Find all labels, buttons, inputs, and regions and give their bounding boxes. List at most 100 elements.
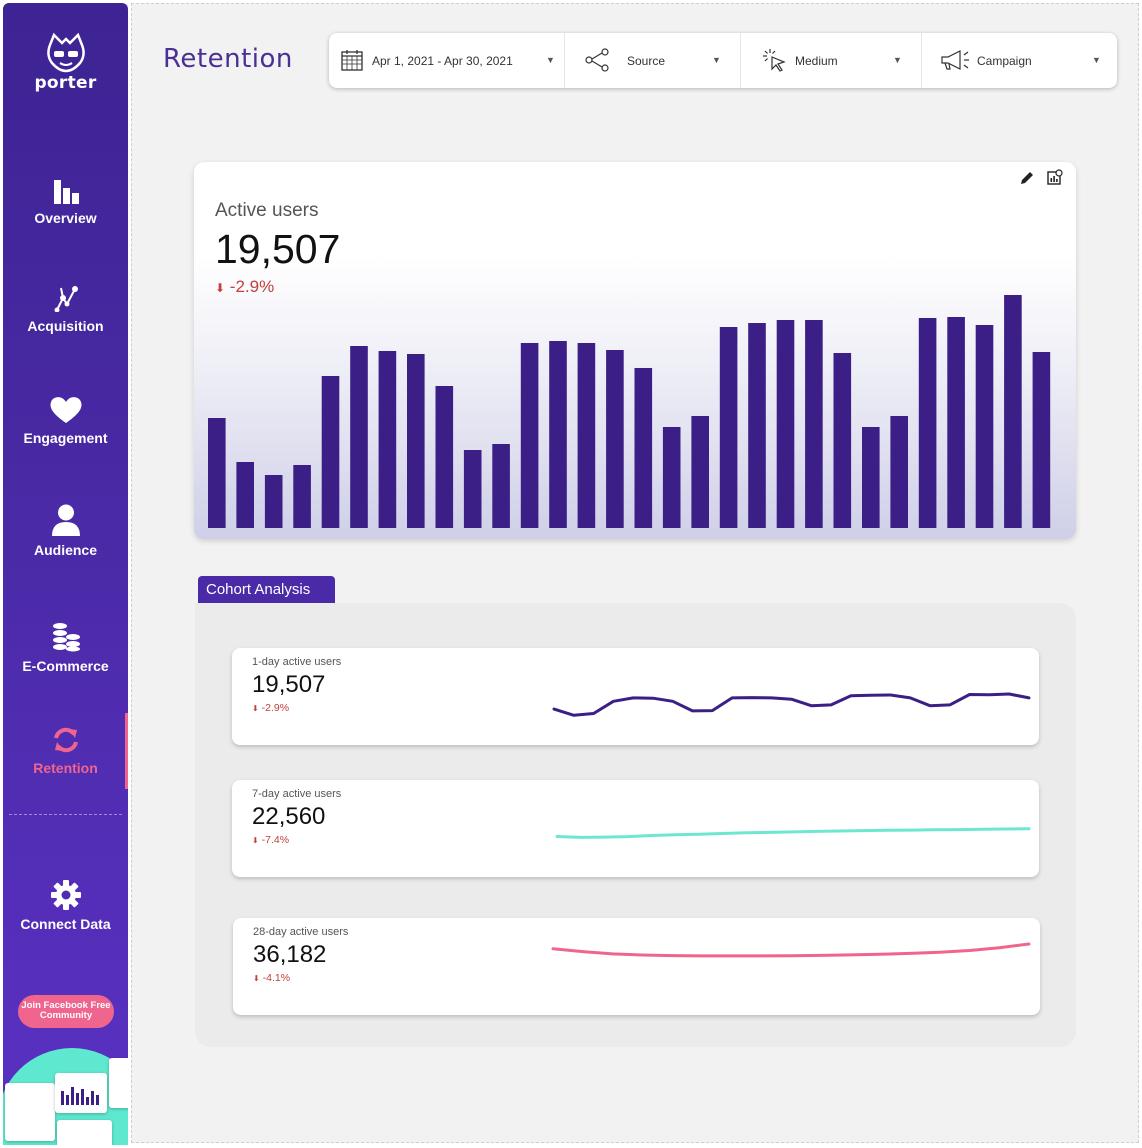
- bar-day-12: [520, 343, 539, 528]
- sparkline-28-day: [551, 942, 1031, 958]
- sidebar-item-label: Engagement: [23, 430, 108, 446]
- bar-day-19: [719, 327, 738, 528]
- chevron-down-icon: ▼: [1092, 55, 1101, 65]
- bar-day-13: [549, 341, 567, 528]
- sidebar-item-acquisition[interactable]: Acquisition: [3, 284, 128, 334]
- source-filter[interactable]: Source ▼: [565, 33, 740, 88]
- medium-filter[interactable]: Medium ▼: [741, 33, 921, 88]
- sidebar-item-label: E-Commerce: [22, 658, 109, 674]
- bar-day-30: [1032, 352, 1051, 528]
- sidebar-divider: [9, 814, 122, 815]
- active-users-card: Active users 19,507 ⬇ -2.9%: [194, 162, 1076, 539]
- bar-day-24: [862, 427, 880, 528]
- bar-day-4: [293, 465, 311, 528]
- sidebar-item-overview[interactable]: Overview: [3, 176, 128, 226]
- porter-logo[interactable]: porter: [3, 31, 128, 93]
- bar-day-18: [691, 416, 709, 528]
- bar-day-29: [1004, 295, 1022, 528]
- user-icon: [51, 504, 80, 536]
- bar-day-26: [918, 318, 937, 528]
- bar-day-14: [577, 343, 596, 528]
- active-indicator: [125, 713, 128, 789]
- heart-icon: [50, 397, 81, 423]
- change-value: -2.9%: [229, 277, 275, 296]
- sidebar-item-retention[interactable]: Retention: [3, 726, 128, 776]
- arrow-down-icon: ⬇: [252, 704, 259, 713]
- chevron-down-icon: ▼: [546, 55, 555, 65]
- metric-value: 22,560: [252, 803, 326, 830]
- join-facebook-button[interactable]: Join Facebook Free Community: [18, 995, 114, 1028]
- sidebar-item-connect-data[interactable]: Connect Data: [3, 880, 128, 932]
- filter-bar: Apr 1, 2021 - Apr 30, 2021 ▼ Source ▼ Me…: [329, 33, 1117, 88]
- campaign-filter[interactable]: Campaign ▼: [922, 33, 1117, 88]
- metric-label: 28-day active users: [253, 926, 349, 938]
- sparkline-series: [555, 827, 1031, 839]
- sidebar-item-audience[interactable]: Audience: [3, 504, 128, 558]
- metric-card-1-day: 1-day active users 19,507 ⬇ -2.9%: [232, 648, 1039, 745]
- share-icon: [585, 48, 609, 72]
- bar-day-21: [776, 320, 795, 528]
- metric-change: ⬇ -2.9%: [252, 702, 289, 714]
- bar-day-1: [208, 418, 226, 528]
- chevron-down-icon: ▼: [712, 55, 721, 65]
- date-range-filter[interactable]: Apr 1, 2021 - Apr 30, 2021 ▼: [329, 33, 564, 88]
- bar-day-7: [378, 351, 397, 528]
- sidebar-item-label: Connect Data: [20, 916, 111, 932]
- campaign-label: Campaign: [977, 54, 1032, 68]
- arrow-down-icon: ⬇: [252, 836, 259, 845]
- gear-icon: [50, 880, 81, 910]
- bar-day-15: [606, 350, 624, 528]
- bar-day-20: [748, 323, 766, 528]
- change-value: -2.9%: [261, 702, 290, 714]
- arrow-down-icon: ⬇: [215, 281, 226, 295]
- refresh-icon: [53, 727, 78, 753]
- bar-day-17: [662, 427, 681, 528]
- bar-day-3: [264, 475, 283, 528]
- sidebar-item-ecommerce[interactable]: E-Commerce: [3, 620, 128, 674]
- logo-text: porter: [34, 73, 97, 93]
- sidebar-item-label: Overview: [34, 210, 97, 226]
- edit-pencil-icon[interactable]: [1019, 170, 1035, 186]
- tab-cohort-analysis[interactable]: Cohort Analysis: [198, 576, 335, 604]
- metric-card-7-day: 7-day active users 22,560 ⬇ -7.4%: [232, 780, 1039, 877]
- bar-day-25: [890, 416, 908, 528]
- arrow-down-icon: ⬇: [253, 974, 260, 983]
- promo-illustration[interactable]: [3, 1048, 128, 1145]
- bar-chart-icon: [53, 180, 79, 204]
- metric-value: 19,507: [252, 671, 326, 698]
- sparkline-series: [551, 942, 1031, 958]
- calendar-icon: [341, 50, 363, 71]
- metric-label: 7-day active users: [252, 788, 342, 800]
- bar-day-28: [975, 325, 994, 528]
- sidebar-item-label: Acquisition: [27, 318, 104, 334]
- sidebar-item-engagement[interactable]: Engagement: [3, 396, 128, 446]
- chart-settings-icon[interactable]: [1047, 169, 1063, 185]
- active-users-change: ⬇ -2.9%: [215, 277, 274, 297]
- page-title: Retention: [163, 44, 293, 74]
- card-title: Active users: [215, 200, 319, 221]
- bar-day-8: [407, 354, 425, 528]
- sparkline-series: [552, 692, 1031, 717]
- sparkline-7-day: [555, 827, 1031, 839]
- bar-day-9: [435, 386, 454, 528]
- sparkline-1-day: [552, 692, 1031, 717]
- bar-day-2: [236, 462, 254, 528]
- change-value: -7.4%: [261, 834, 290, 846]
- bar-day-23: [833, 353, 852, 528]
- bar-day-6: [350, 346, 368, 528]
- bar-day-16: [634, 368, 653, 528]
- source-label: Source: [627, 54, 666, 68]
- coins-icon: [52, 623, 80, 652]
- bar-day-11: [492, 444, 510, 528]
- metric-change: ⬇ -7.4%: [252, 834, 289, 846]
- bar-day-5: [321, 376, 340, 528]
- sidebar-item-label: Audience: [33, 542, 97, 558]
- cursor-click-icon: [763, 49, 786, 72]
- active-users-value: 19,507: [215, 226, 341, 272]
- bar-day-27: [947, 317, 965, 528]
- sidebar-item-label: Retention: [33, 760, 98, 776]
- metric-value: 36,182: [253, 941, 327, 968]
- bar-day-10: [463, 450, 482, 528]
- metric-change: ⬇ -4.1%: [253, 972, 290, 984]
- medium-label: Medium: [795, 54, 838, 68]
